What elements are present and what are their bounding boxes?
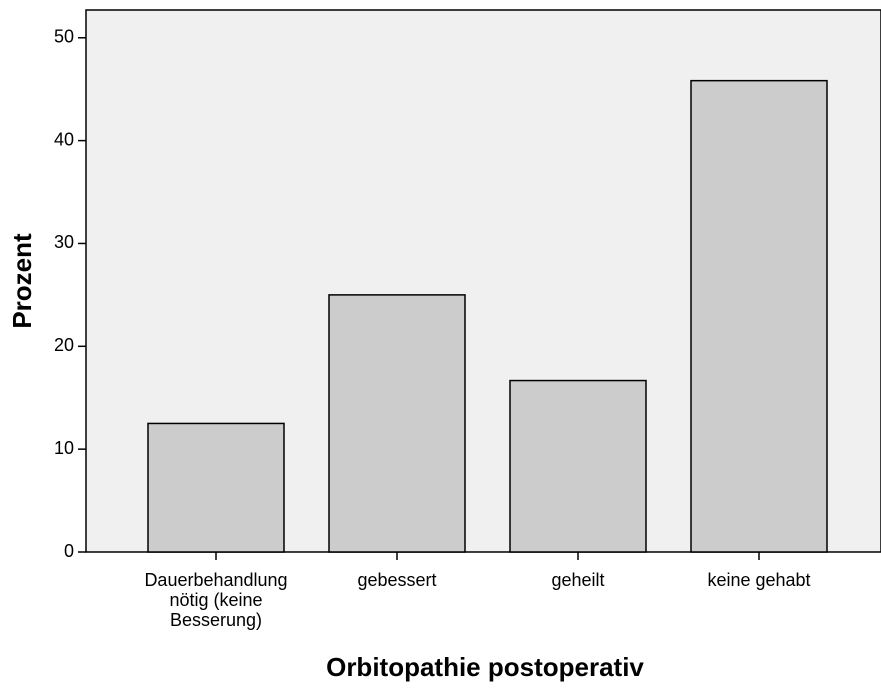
- x-tick-label: keine gehabt: [707, 570, 811, 590]
- y-tick-label: 0: [64, 541, 74, 561]
- y-tick-label: 10: [54, 438, 74, 458]
- bar: [509, 379, 647, 553]
- y-tick-label: 50: [54, 27, 74, 47]
- bar: [328, 294, 466, 553]
- y-axis-label: Prozent: [7, 233, 37, 329]
- x-tick-label: gebessert: [357, 570, 437, 590]
- x-axis-label: Orbitopathie postoperativ: [326, 652, 644, 682]
- y-tick-label: 40: [54, 129, 74, 149]
- y-tick-label: 30: [54, 232, 74, 252]
- bar: [147, 422, 285, 553]
- x-tick-label: Dauerbehandlung nötig (keine Besserung): [144, 570, 288, 630]
- y-tick-label: 20: [54, 335, 74, 355]
- x-tick-label: geheilt: [551, 570, 605, 590]
- bar: [690, 79, 828, 553]
